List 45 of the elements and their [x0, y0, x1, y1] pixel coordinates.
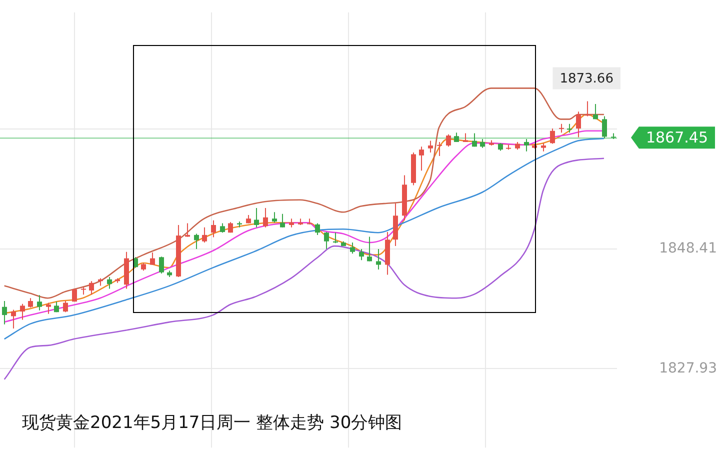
candlestick [89, 280, 94, 296]
candlestick [107, 276, 112, 290]
candlestick [550, 128, 555, 144]
candlestick [446, 134, 451, 148]
candlestick [324, 232, 329, 250]
candlestick [159, 256, 164, 274]
candlestick [28, 298, 33, 308]
candlestick [272, 212, 277, 224]
candlestick [150, 252, 155, 266]
candlestick [2, 300, 7, 325]
candlestick [376, 248, 381, 270]
candlestick [254, 208, 259, 228]
candlestick [359, 248, 364, 261]
candlestick [593, 103, 598, 120]
candlestick [211, 220, 216, 238]
text: 现货黄金2021年5月17日周一 整体走势 30分钟图 [22, 412, 402, 434]
candlestick [350, 242, 355, 254]
candlestick [72, 288, 77, 302]
candlestick [11, 309, 16, 329]
candlestick [202, 226, 207, 244]
annotation: 1873.66 [560, 72, 614, 87]
candlestick [472, 132, 477, 148]
candlestick [315, 222, 320, 236]
line-series [4, 158, 605, 380]
y-tick-label: 1827.93 [659, 360, 717, 376]
candlestick [63, 300, 68, 313]
candlestick [263, 208, 268, 228]
candlestick [20, 303, 25, 320]
candlestick [602, 116, 607, 139]
y-tick-label: 1848.41 [659, 240, 717, 257]
candlestick [576, 111, 581, 138]
candlestick [524, 138, 529, 152]
candlestick [393, 202, 398, 247]
candlestick [454, 132, 459, 142]
candlestick [46, 302, 51, 314]
candlestick [419, 146, 424, 172]
candlestick [280, 213, 285, 228]
candlestick [220, 222, 225, 234]
candlestick [367, 236, 372, 262]
ref-line-label: 1867.45 [646, 128, 708, 146]
candlestick [437, 141, 442, 157]
line-series [4, 88, 605, 299]
candlestick [194, 233, 199, 250]
candlestick [428, 140, 433, 153]
candlestick [37, 294, 42, 311]
